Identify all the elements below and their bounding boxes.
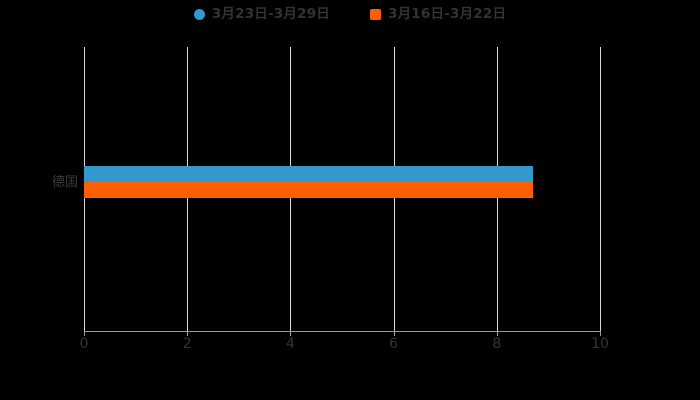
legend-label-0: 3月23日-3月29日: [211, 6, 330, 22]
legend-item-1[interactable]: 3月16日-3月22日: [370, 6, 507, 22]
tick-mark-1: [187, 331, 189, 336]
tick-label-1: 2: [182, 336, 192, 352]
legend-marker-square-icon: [370, 9, 381, 21]
tick-mark-3: [393, 331, 395, 336]
x-axis-line: [84, 331, 601, 332]
tick-mark-4: [496, 331, 498, 336]
bar-0-0[interactable]: [84, 166, 533, 182]
legend-item-0[interactable]: 3月23日-3月29日: [193, 6, 330, 22]
tick-mark-5: [600, 331, 601, 336]
bar-1-0[interactable]: [84, 182, 533, 198]
legend-marker-circle-icon: [193, 9, 205, 21]
tick-label-5: 10: [591, 336, 609, 352]
legend-label-1: 3月16日-3月22日: [388, 6, 507, 22]
tick-label-4: 8: [492, 336, 502, 352]
tick-label-0: 0: [79, 336, 89, 352]
plot-area: [84, 47, 601, 331]
tick-label-2: 4: [285, 336, 295, 352]
tick-mark-2: [290, 331, 292, 336]
chart-legend: 3月23日-3月29日 3月16日-3月22日: [0, 6, 700, 22]
gridline-5: [600, 47, 601, 331]
tick-label-3: 6: [389, 336, 399, 352]
tick-mark-0: [84, 331, 85, 336]
y-axis-label-0: 德国: [51, 175, 78, 190]
